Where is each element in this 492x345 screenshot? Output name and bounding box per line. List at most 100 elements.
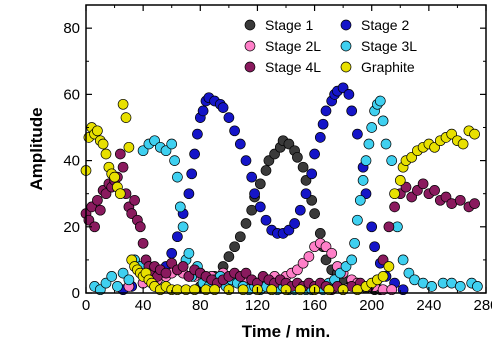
legend-marker [340,61,352,73]
data-point [343,89,355,100]
data-point [169,155,180,166]
data-point [377,115,389,127]
data-point [417,178,429,190]
x-tick-label: 200 [359,297,384,314]
legend-item: Stage 1 [244,17,313,33]
x-tick-label: 120 [245,297,270,314]
data-points [80,82,483,296]
data-point [426,281,438,292]
data-point [352,214,363,226]
data-point [357,175,369,186]
series-1 [117,82,409,296]
data-point [380,138,392,150]
legend-item: Stage 4L [244,59,321,75]
y-tick-label: 60 [63,86,80,103]
data-point [369,241,380,253]
data-point [134,221,146,233]
data-point [186,168,198,180]
data-point [366,122,378,133]
legend-item: Stage 2L [244,38,321,54]
data-point [360,155,372,166]
data-point [314,132,326,143]
legend-marker [244,40,256,52]
data-point [217,102,229,113]
data-point [120,112,132,123]
data-point [363,138,375,150]
data-point [366,221,378,233]
data-point [94,204,106,216]
data-point [394,175,406,186]
data-point [300,188,312,200]
data-point [92,125,103,137]
y-tick-label: 20 [63,219,80,236]
data-point [266,284,278,296]
x-tick-label: 40 [135,297,152,314]
data-point [174,201,186,213]
data-point [166,247,178,259]
legend-marker [340,40,352,52]
data-point [354,194,366,206]
legend-label: Stage 2L [265,38,321,54]
data-point [389,201,400,213]
legend-label: Stage 2 [361,17,409,33]
data-point [352,128,363,140]
data-point [303,251,315,262]
data-point [386,155,398,166]
data-point [349,237,360,249]
data-point [129,194,140,206]
data-point [177,261,189,272]
data-point [189,284,200,296]
data-point [280,284,292,296]
data-point [229,125,240,137]
legend: Stage 1 Stage 2 Stage 2L Stage 3L Stage 4L Gr… [244,17,417,75]
legend-item: Stage 2 [340,17,409,33]
data-point [454,281,466,292]
data-point [117,98,129,110]
data-point [137,237,149,249]
data-point [374,95,386,107]
data-point [229,241,240,253]
data-point [97,138,109,150]
data-point [254,201,266,213]
data-point [346,105,358,117]
axis-ticks [85,5,487,294]
data-point [289,218,300,229]
data-point [309,148,320,160]
data-point [223,284,235,296]
legend-marker [244,19,256,31]
data-point [100,148,112,160]
data-point [106,271,118,282]
legend-label: Stage 4L [265,59,321,75]
tick-labels: 0 40 80 120 160 200 240 280 0 20 40 60 80 [63,20,492,314]
data-point [114,188,126,200]
x-tick-label: 280 [473,297,492,314]
x-tick-label: 80 [192,297,209,314]
data-point [254,178,266,190]
data-point [469,128,480,140]
data-point [114,148,126,160]
y-tick-label: 80 [63,20,80,37]
data-point [223,112,235,123]
data-point [109,171,120,183]
data-point [346,254,358,266]
data-point [309,208,320,219]
data-point [197,105,209,117]
data-point [317,118,329,130]
data-point [306,168,318,180]
data-point [192,128,203,140]
data-point [117,161,129,173]
data-point [112,281,123,292]
x-tick-label: 240 [416,297,441,314]
data-point [234,138,246,150]
data-point [397,254,409,266]
y-tick-label: 40 [63,153,80,170]
data-point [160,267,172,279]
data-point [123,274,135,286]
data-point [240,218,252,229]
data-point [320,105,332,117]
data-point [172,171,183,183]
data-point [177,221,189,233]
data-point [377,271,389,282]
legend-marker [340,19,352,31]
